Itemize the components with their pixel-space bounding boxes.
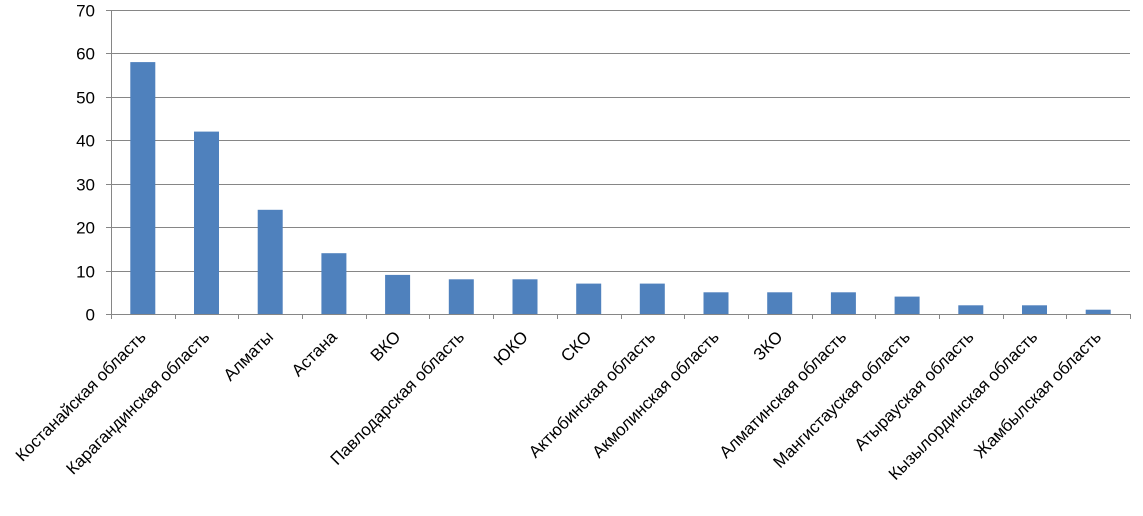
y-tick-label: 30 bbox=[76, 176, 95, 195]
y-axis-tick-labels: 0 10 20 30 40 50 60 70 bbox=[76, 2, 95, 325]
x-tick-label: ВКО bbox=[367, 327, 405, 365]
bar bbox=[639, 283, 665, 314]
x-tick-label: Алматинская область bbox=[716, 327, 851, 462]
x-tick-label: Астана bbox=[288, 327, 341, 380]
y-tick-label: 10 bbox=[76, 263, 95, 282]
x-tick-label: Павлодарская область bbox=[327, 327, 469, 469]
x-tick-label: Алматы bbox=[220, 327, 277, 384]
bar bbox=[321, 253, 347, 314]
bar bbox=[703, 292, 729, 314]
y-tick-label: 60 bbox=[76, 45, 95, 64]
x-tick-label: Акмолинская область bbox=[589, 327, 723, 461]
bar bbox=[1022, 305, 1047, 314]
bar bbox=[767, 292, 793, 314]
y-tick-label: 70 bbox=[76, 2, 95, 21]
y-tick-label: 0 bbox=[86, 306, 95, 325]
x-tick-label: Актюбинская область bbox=[525, 327, 659, 461]
axes bbox=[106, 10, 1131, 319]
y-tick-label: 40 bbox=[76, 132, 95, 151]
bar bbox=[576, 283, 602, 314]
bar bbox=[894, 296, 920, 314]
bars bbox=[130, 62, 1111, 314]
bar bbox=[512, 279, 538, 314]
bar bbox=[1085, 309, 1111, 314]
x-tick-label: ЗКО bbox=[750, 327, 787, 364]
x-tick-label: Костанайская область bbox=[12, 327, 150, 465]
x-tick-label: Атырауская область bbox=[851, 327, 978, 454]
bar bbox=[130, 62, 156, 314]
x-tick-label: Жамбылская область bbox=[970, 327, 1105, 462]
bar bbox=[194, 131, 219, 314]
x-tick-label: ЮКО bbox=[490, 327, 532, 369]
bar bbox=[830, 292, 856, 314]
bar bbox=[448, 279, 474, 314]
x-tick-label: СКО bbox=[557, 327, 595, 365]
bar bbox=[958, 305, 984, 314]
y-tick-label: 20 bbox=[76, 219, 95, 238]
y-tick-label: 50 bbox=[76, 89, 95, 108]
bar bbox=[257, 209, 283, 314]
bar bbox=[385, 274, 411, 314]
